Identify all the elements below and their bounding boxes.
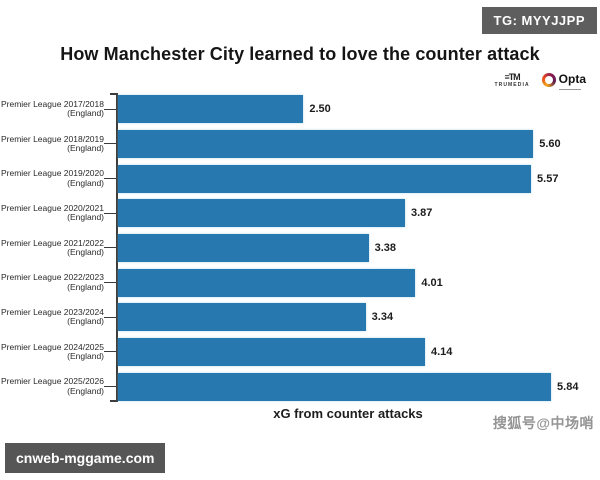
- category-label: Premier League 2025/2026 (England): [0, 376, 104, 396]
- bar-plot-area: 4.14: [118, 335, 600, 369]
- trumedia-label: TRUMEDIA: [494, 81, 530, 88]
- value-label: 5.57: [537, 172, 559, 185]
- bar-plot-area: 3.34: [118, 300, 600, 334]
- bar-plot-area: 3.87: [118, 196, 600, 230]
- bar-row: Premier League 2017/2018 (England) 2.50: [0, 92, 600, 126]
- bar-row: Premier League 2024/2025 (England) 4.14: [0, 335, 600, 369]
- opta-ring-icon: [541, 73, 556, 87]
- bar: [118, 337, 425, 366]
- bar-row: Premier League 2021/2022 (England) 3.38: [0, 231, 600, 265]
- opta-label: Opta: [558, 70, 586, 90]
- site-watermark-label: cnweb-mggame.com: [16, 450, 155, 466]
- bar-plot-area: 3.38: [118, 231, 600, 265]
- value-label: 2.50: [309, 103, 331, 116]
- axis-tick: [104, 282, 118, 284]
- category-label: Premier League 2020/2021 (England): [0, 202, 104, 223]
- bar: [118, 199, 405, 228]
- axis-tick: [104, 247, 118, 249]
- bar-row: Premier League 2023/2024 (England) 3.34: [0, 300, 600, 334]
- bar-rows: Premier League 2017/2018 (England) 2.50 …: [0, 92, 600, 404]
- opta-logo: Opta: [541, 70, 586, 90]
- bar-row: Premier League 2019/2020 (England) 5.57: [0, 162, 600, 196]
- value-label: 3.87: [410, 207, 433, 220]
- value-label: 3.34: [371, 311, 394, 324]
- axis-tick: [104, 351, 118, 353]
- category-label: Premier League 2019/2020 (England): [0, 168, 104, 188]
- provider-logos: ≡TM TRUMEDIA Opta: [494, 70, 586, 90]
- bar-row: Premier League 2025/2026 (England) 5.84: [0, 370, 600, 404]
- bar: [118, 129, 534, 158]
- bar-row: Premier League 2022/2023 (England) 4.01: [0, 266, 600, 300]
- bar: [118, 95, 304, 124]
- opta-label-text: Opta: [558, 72, 586, 86]
- category-label: Premier League 2018/2019 (England): [0, 133, 104, 153]
- value-label: 5.60: [539, 137, 561, 150]
- category-label: Premier League 2021/2022 (England): [0, 237, 104, 257]
- category-label: Premier League 2023/2024 (England): [0, 306, 104, 327]
- category-label: Premier League 2024/2025 (England): [0, 341, 104, 361]
- tg-badge: TG: MYYJJPP: [481, 7, 597, 34]
- opta-underline: [558, 88, 581, 90]
- sohu-watermark: 搜狐号@中场哨: [492, 415, 594, 431]
- bar-plot-area: 2.50: [118, 92, 600, 126]
- trumedia-icon: ≡TM: [504, 71, 520, 82]
- bar-chart: Premier League 2017/2018 (England) 2.50 …: [0, 92, 600, 404]
- category-label: Premier League 2017/2018 (England): [0, 98, 104, 119]
- bar-row: Premier League 2020/2021 (England) 3.87: [0, 196, 600, 230]
- value-label: 5.84: [557, 380, 579, 393]
- axis-tick: [104, 386, 118, 388]
- tg-badge-label: TG: MYYJJPP: [493, 13, 585, 28]
- bar-plot-area: 4.01: [118, 266, 600, 300]
- bar-row: Premier League 2018/2019 (England) 5.60: [0, 127, 600, 161]
- bar: [118, 268, 416, 297]
- bar-plot-area: 5.60: [118, 127, 600, 161]
- bar: [118, 303, 366, 332]
- value-label: 4.14: [430, 345, 453, 358]
- bar: [118, 372, 552, 401]
- axis-tick: [104, 108, 118, 110]
- axis-tick: [104, 212, 118, 214]
- value-label: 3.38: [374, 241, 397, 254]
- bar-plot-area: 5.57: [118, 162, 600, 196]
- axis-tick: [104, 178, 118, 180]
- trumedia-logo: ≡TM TRUMEDIA: [494, 71, 530, 88]
- chart-title: How Manchester City learned to love the …: [60, 44, 540, 64]
- axis-tick: [104, 316, 118, 318]
- bar-plot-area: 5.84: [118, 370, 600, 404]
- site-watermark-badge: cnweb-mggame.com: [5, 443, 166, 473]
- category-label: Premier League 2022/2023 (England): [0, 272, 104, 292]
- bar: [118, 164, 532, 193]
- value-label: 4.01: [421, 276, 443, 289]
- axis-tick: [104, 143, 118, 145]
- x-axis-label: xG from counter attacks: [273, 406, 423, 421]
- bar: [118, 233, 369, 262]
